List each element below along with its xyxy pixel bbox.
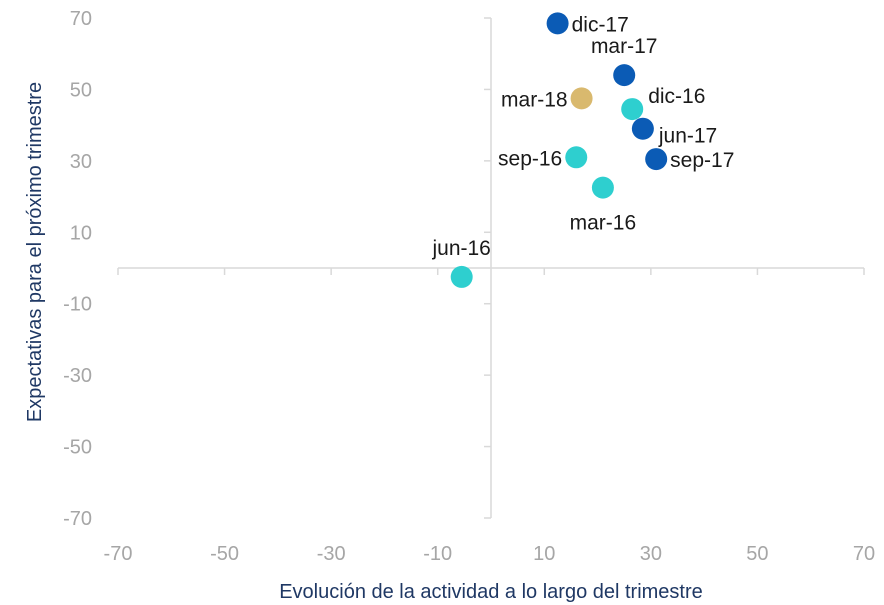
x-tick-label: -10 (423, 543, 452, 565)
y-tick-labels: 70 50 30 10 -10 -30 -50 -70 (63, 8, 92, 530)
x-tick-label: 30 (640, 543, 662, 565)
y-axis-title: Expectativas para el próximo trimestre (24, 82, 46, 422)
x-axis-title: Evolución de la actividad a lo largo del… (279, 581, 703, 603)
x-tick-label: 70 (853, 543, 875, 565)
y-tick-label: 70 (70, 8, 92, 30)
point-label-sep-16: sep-16 (498, 147, 562, 170)
data-points (450, 12, 668, 288)
point-label-jun-16: jun-16 (431, 237, 490, 260)
y-tick-label: -10 (63, 294, 92, 316)
scatter-point-sep-17 (645, 148, 668, 171)
scatter-point-dic-17 (546, 12, 569, 35)
point-label-mar-18: mar-18 (501, 88, 568, 111)
point-label-dic-17: dic-17 (572, 13, 629, 36)
scatter-point-mar-17 (613, 64, 636, 87)
y-tick-label: -30 (63, 365, 92, 387)
y-tick-label: 30 (70, 151, 92, 173)
point-labels: mar-16 jun-16 sep-16 dic-16 mar-17 jun-17sep-… (431, 13, 734, 260)
x-tick-label: -50 (210, 543, 239, 565)
scatter-point-jun-17 (631, 117, 654, 140)
x-tick-label: 10 (533, 543, 555, 565)
x-tick-label: 50 (746, 543, 768, 565)
scatter-point-dic-16 (621, 98, 644, 121)
y-tick-label: 50 (70, 79, 92, 101)
x-tick-label: -30 (317, 543, 346, 565)
scatter-point-mar-16 (591, 176, 614, 199)
scatter-point-mar-18 (570, 87, 593, 110)
scatter-point-sep-16 (565, 146, 588, 169)
point-label-sep-17: sep-17 (670, 149, 734, 172)
y-tick-label: -70 (63, 508, 92, 530)
x-tick-labels: -70 -50 -30 -10 10 30 50 70 (104, 543, 876, 565)
y-tick-label: 10 (70, 222, 92, 244)
point-label-dic-16: dic-16 (648, 85, 705, 108)
point-label-mar-17: mar-17 (591, 35, 658, 58)
y-tick-label: -50 (63, 437, 92, 459)
scatter-point-jun-16 (450, 265, 473, 288)
point-label-mar-16: mar-16 (570, 212, 637, 235)
axes (117, 17, 865, 519)
point-label-jun-17: jun-17 (658, 125, 717, 148)
x-tick-label: -70 (104, 543, 133, 565)
